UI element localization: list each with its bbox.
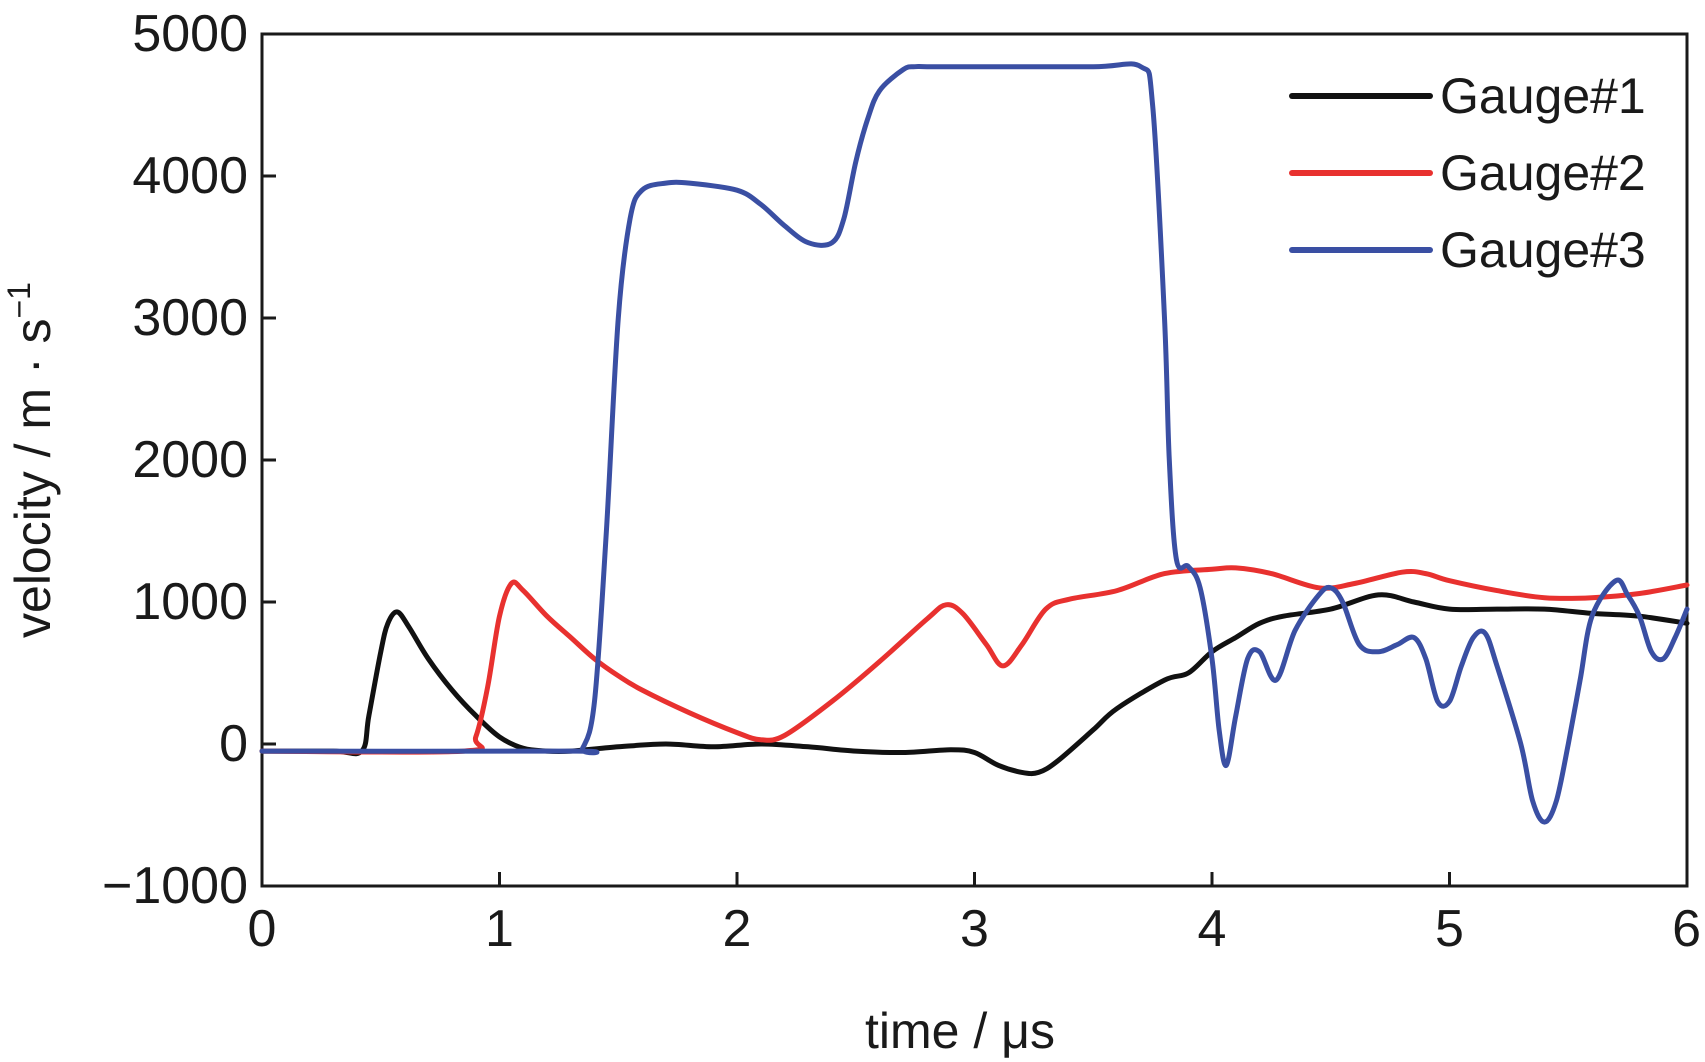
y-axis-ticks: −1000 0 1000 2000 3000 4000 5000 [102,5,276,915]
x-tick-label: 4 [1198,900,1227,958]
legend: Gauge#1 Gauge#2 Gauge#3 [1289,68,1646,278]
y-tick-label: 2000 [132,431,248,489]
y-tick-label: 4000 [132,147,248,205]
x-axis-title: time / μs [865,1003,1055,1059]
legend-label-gauge-2: Gauge#2 [1440,145,1646,201]
y-tick-label: −1000 [102,857,248,915]
series-line-gauge-1 [259,592,1690,777]
y-tick-label: 1000 [132,573,248,631]
x-tick-label: 2 [723,900,752,958]
legend-label-gauge-1: Gauge#1 [1440,68,1646,124]
y-axis-title-superscript: −1 [1,282,37,318]
series-layer [259,61,1690,825]
y-axis-title: velocity / m · s−1 [1,282,61,638]
x-tick-label: 0 [248,900,277,958]
x-tick-label: 6 [1672,900,1701,958]
y-tick-label: 0 [219,715,248,773]
y-tick-label: 3000 [132,289,248,347]
legend-label-gauge-3: Gauge#3 [1440,222,1646,278]
x-tick-label: 3 [960,900,989,958]
series-line-gauge-3 [259,61,1690,825]
x-tick-label: 5 [1435,900,1464,958]
series-line-gauge-2 [259,565,1690,755]
x-axis-ticks: 0 1 2 3 4 5 6 [248,872,1701,958]
x-tick-label: 1 [485,900,514,958]
y-axis-title-main: velocity / m · s [5,319,61,638]
y-tick-label: 5000 [132,5,248,63]
